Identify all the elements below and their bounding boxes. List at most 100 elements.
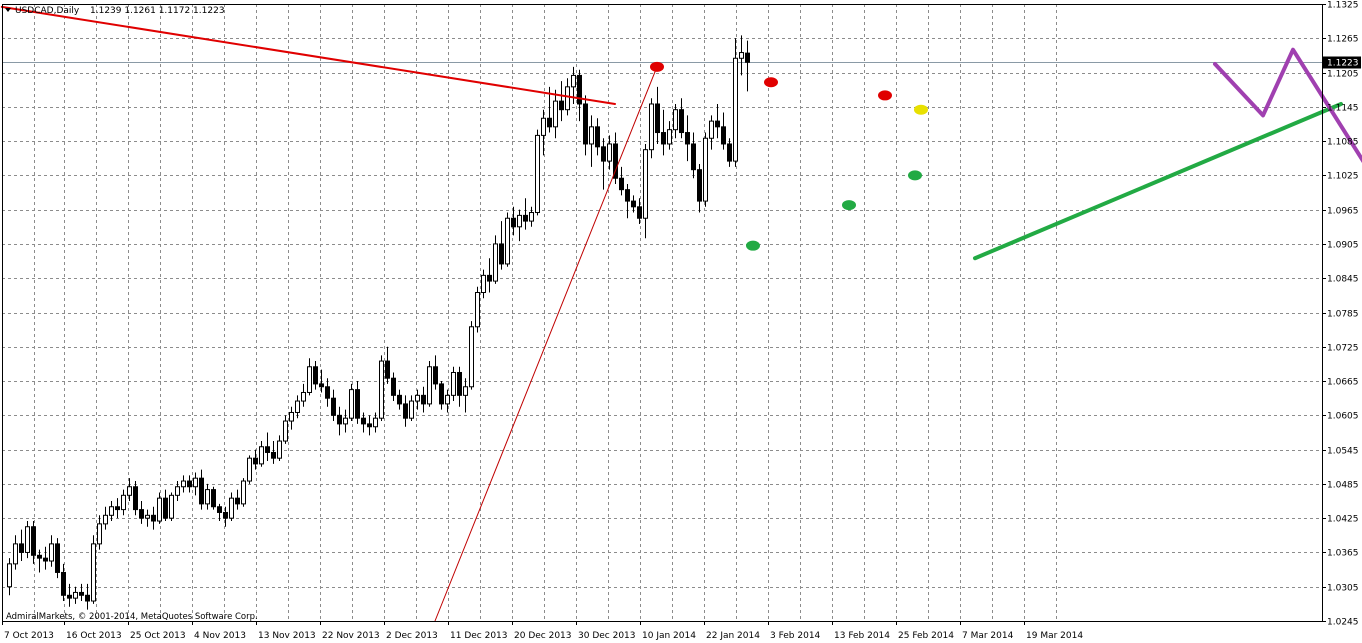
candle-body-down bbox=[253, 457, 258, 465]
candle-body-up bbox=[145, 514, 150, 519]
candle-body-down bbox=[661, 132, 666, 145]
last-price-tag-label: 1.1223 bbox=[1327, 59, 1359, 69]
candle-body-down bbox=[139, 509, 144, 519]
candle-body-up bbox=[571, 74, 576, 88]
candle-body-down bbox=[55, 543, 60, 573]
x-tick-label: 25 Feb 2014 bbox=[898, 631, 954, 641]
candle-body-down bbox=[685, 132, 690, 145]
candle-body-up bbox=[451, 371, 456, 396]
candle-body-up bbox=[469, 326, 474, 388]
x-tick-label: 2 Dec 2013 bbox=[386, 631, 438, 641]
candle-body-down bbox=[433, 366, 438, 385]
candle-body-down bbox=[265, 446, 270, 453]
touch-point-marker bbox=[746, 240, 760, 251]
candles bbox=[7, 35, 750, 610]
candle-body-down bbox=[559, 100, 564, 111]
candle-body-up bbox=[289, 411, 294, 422]
candle-body-up bbox=[409, 400, 414, 419]
y-tick-label: 1.0545 bbox=[1327, 447, 1359, 457]
candle-body-down bbox=[61, 571, 66, 596]
candle-body-up bbox=[25, 526, 30, 553]
x-tick-label: 13 Nov 2013 bbox=[258, 631, 316, 641]
candle-body-up bbox=[157, 497, 162, 522]
dropdown-triangle-icon[interactable] bbox=[5, 8, 11, 12]
candle-body-up bbox=[739, 52, 744, 59]
candle-body-down bbox=[43, 557, 48, 562]
steep-trend-line bbox=[434, 66, 658, 622]
candle-body-up bbox=[649, 103, 654, 151]
candle-body-down bbox=[367, 423, 372, 428]
candle-body-down bbox=[115, 506, 120, 511]
candle-body-down bbox=[313, 366, 318, 385]
candle-body-up bbox=[229, 497, 234, 519]
candle-body-up bbox=[589, 126, 594, 145]
grid bbox=[2, 4, 1322, 621]
candle-body-down bbox=[31, 526, 36, 556]
touch-point-marker bbox=[914, 104, 928, 115]
candle-body-up bbox=[127, 486, 132, 496]
copyright-label: AdmiralMarkets, © 2001-2014, MetaQuotes … bbox=[6, 612, 258, 622]
candle-body-up bbox=[241, 480, 246, 505]
candle-body-up bbox=[379, 360, 384, 419]
candle-body-down bbox=[655, 103, 660, 134]
candle-body-down bbox=[697, 169, 702, 202]
candle-body-down bbox=[235, 497, 240, 505]
touch-point-marker bbox=[650, 61, 664, 72]
candle-body-up bbox=[415, 394, 420, 402]
annotations bbox=[0, 5, 1362, 622]
candle-body-up bbox=[193, 477, 198, 488]
candle-body-down bbox=[439, 383, 444, 405]
support-trend-line bbox=[973, 101, 1343, 261]
resistance-trend-line bbox=[0, 5, 616, 105]
candle-body-down bbox=[187, 480, 192, 488]
y-tick-label: 1.0485 bbox=[1327, 481, 1359, 491]
candle-body-down bbox=[595, 126, 600, 148]
candle-body-down bbox=[355, 389, 360, 419]
candle-body-down bbox=[133, 486, 138, 511]
candle-body-up bbox=[565, 86, 570, 111]
x-tick-label: 3 Feb 2014 bbox=[770, 631, 821, 641]
y-tick-label: 1.1205 bbox=[1327, 70, 1359, 80]
x-tick-label: 19 Mar 2014 bbox=[1026, 631, 1083, 641]
candle-body-down bbox=[511, 217, 516, 228]
y-tick-label: 1.1145 bbox=[1327, 104, 1359, 114]
candle-body-up bbox=[529, 212, 534, 222]
y-tick-label: 1.1325 bbox=[1327, 1, 1359, 11]
x-tick-label: 4 Nov 2013 bbox=[194, 631, 246, 641]
candle-body-up bbox=[277, 440, 282, 459]
chart-title: USDCAD,Daily bbox=[15, 6, 80, 16]
candle-body-up bbox=[553, 100, 558, 128]
touch-point-marker bbox=[764, 77, 778, 88]
candle-body-down bbox=[391, 377, 396, 396]
candle-body-up bbox=[427, 366, 432, 405]
candle-body-up bbox=[91, 543, 96, 602]
candle-body-up bbox=[667, 129, 672, 145]
plot-frame bbox=[2, 4, 1323, 622]
candle-body-down bbox=[631, 200, 636, 208]
candle-body-up bbox=[49, 543, 54, 562]
y-tick-label: 1.1265 bbox=[1327, 35, 1359, 45]
x-tick-label: 10 Jan 2014 bbox=[642, 631, 696, 641]
y-tick-label: 1.0305 bbox=[1327, 584, 1359, 594]
x-tick-label: 22 Jan 2014 bbox=[706, 631, 760, 641]
candle-body-up bbox=[475, 292, 480, 328]
candle-body-up bbox=[301, 391, 306, 402]
candle-body-up bbox=[607, 143, 612, 162]
candle-body-up bbox=[295, 400, 300, 413]
candle-body-down bbox=[331, 397, 336, 416]
forecast-path bbox=[1213, 47, 1362, 163]
candle-body-down bbox=[397, 394, 402, 405]
candle-body-up bbox=[259, 446, 264, 465]
x-tick-label: 7 Oct 2013 bbox=[4, 631, 54, 641]
candle-body-down bbox=[577, 74, 582, 105]
candle-body-up bbox=[121, 494, 126, 511]
candle-body-down bbox=[67, 594, 72, 599]
x-tick-label: 16 Oct 2013 bbox=[66, 631, 122, 641]
candle-body-up bbox=[97, 523, 102, 545]
candle-body-down bbox=[487, 274, 492, 282]
candle-body-down bbox=[637, 206, 642, 219]
candle-body-up bbox=[493, 243, 498, 282]
candle-body-up bbox=[463, 386, 468, 396]
y-tick-label: 1.0605 bbox=[1327, 412, 1359, 422]
